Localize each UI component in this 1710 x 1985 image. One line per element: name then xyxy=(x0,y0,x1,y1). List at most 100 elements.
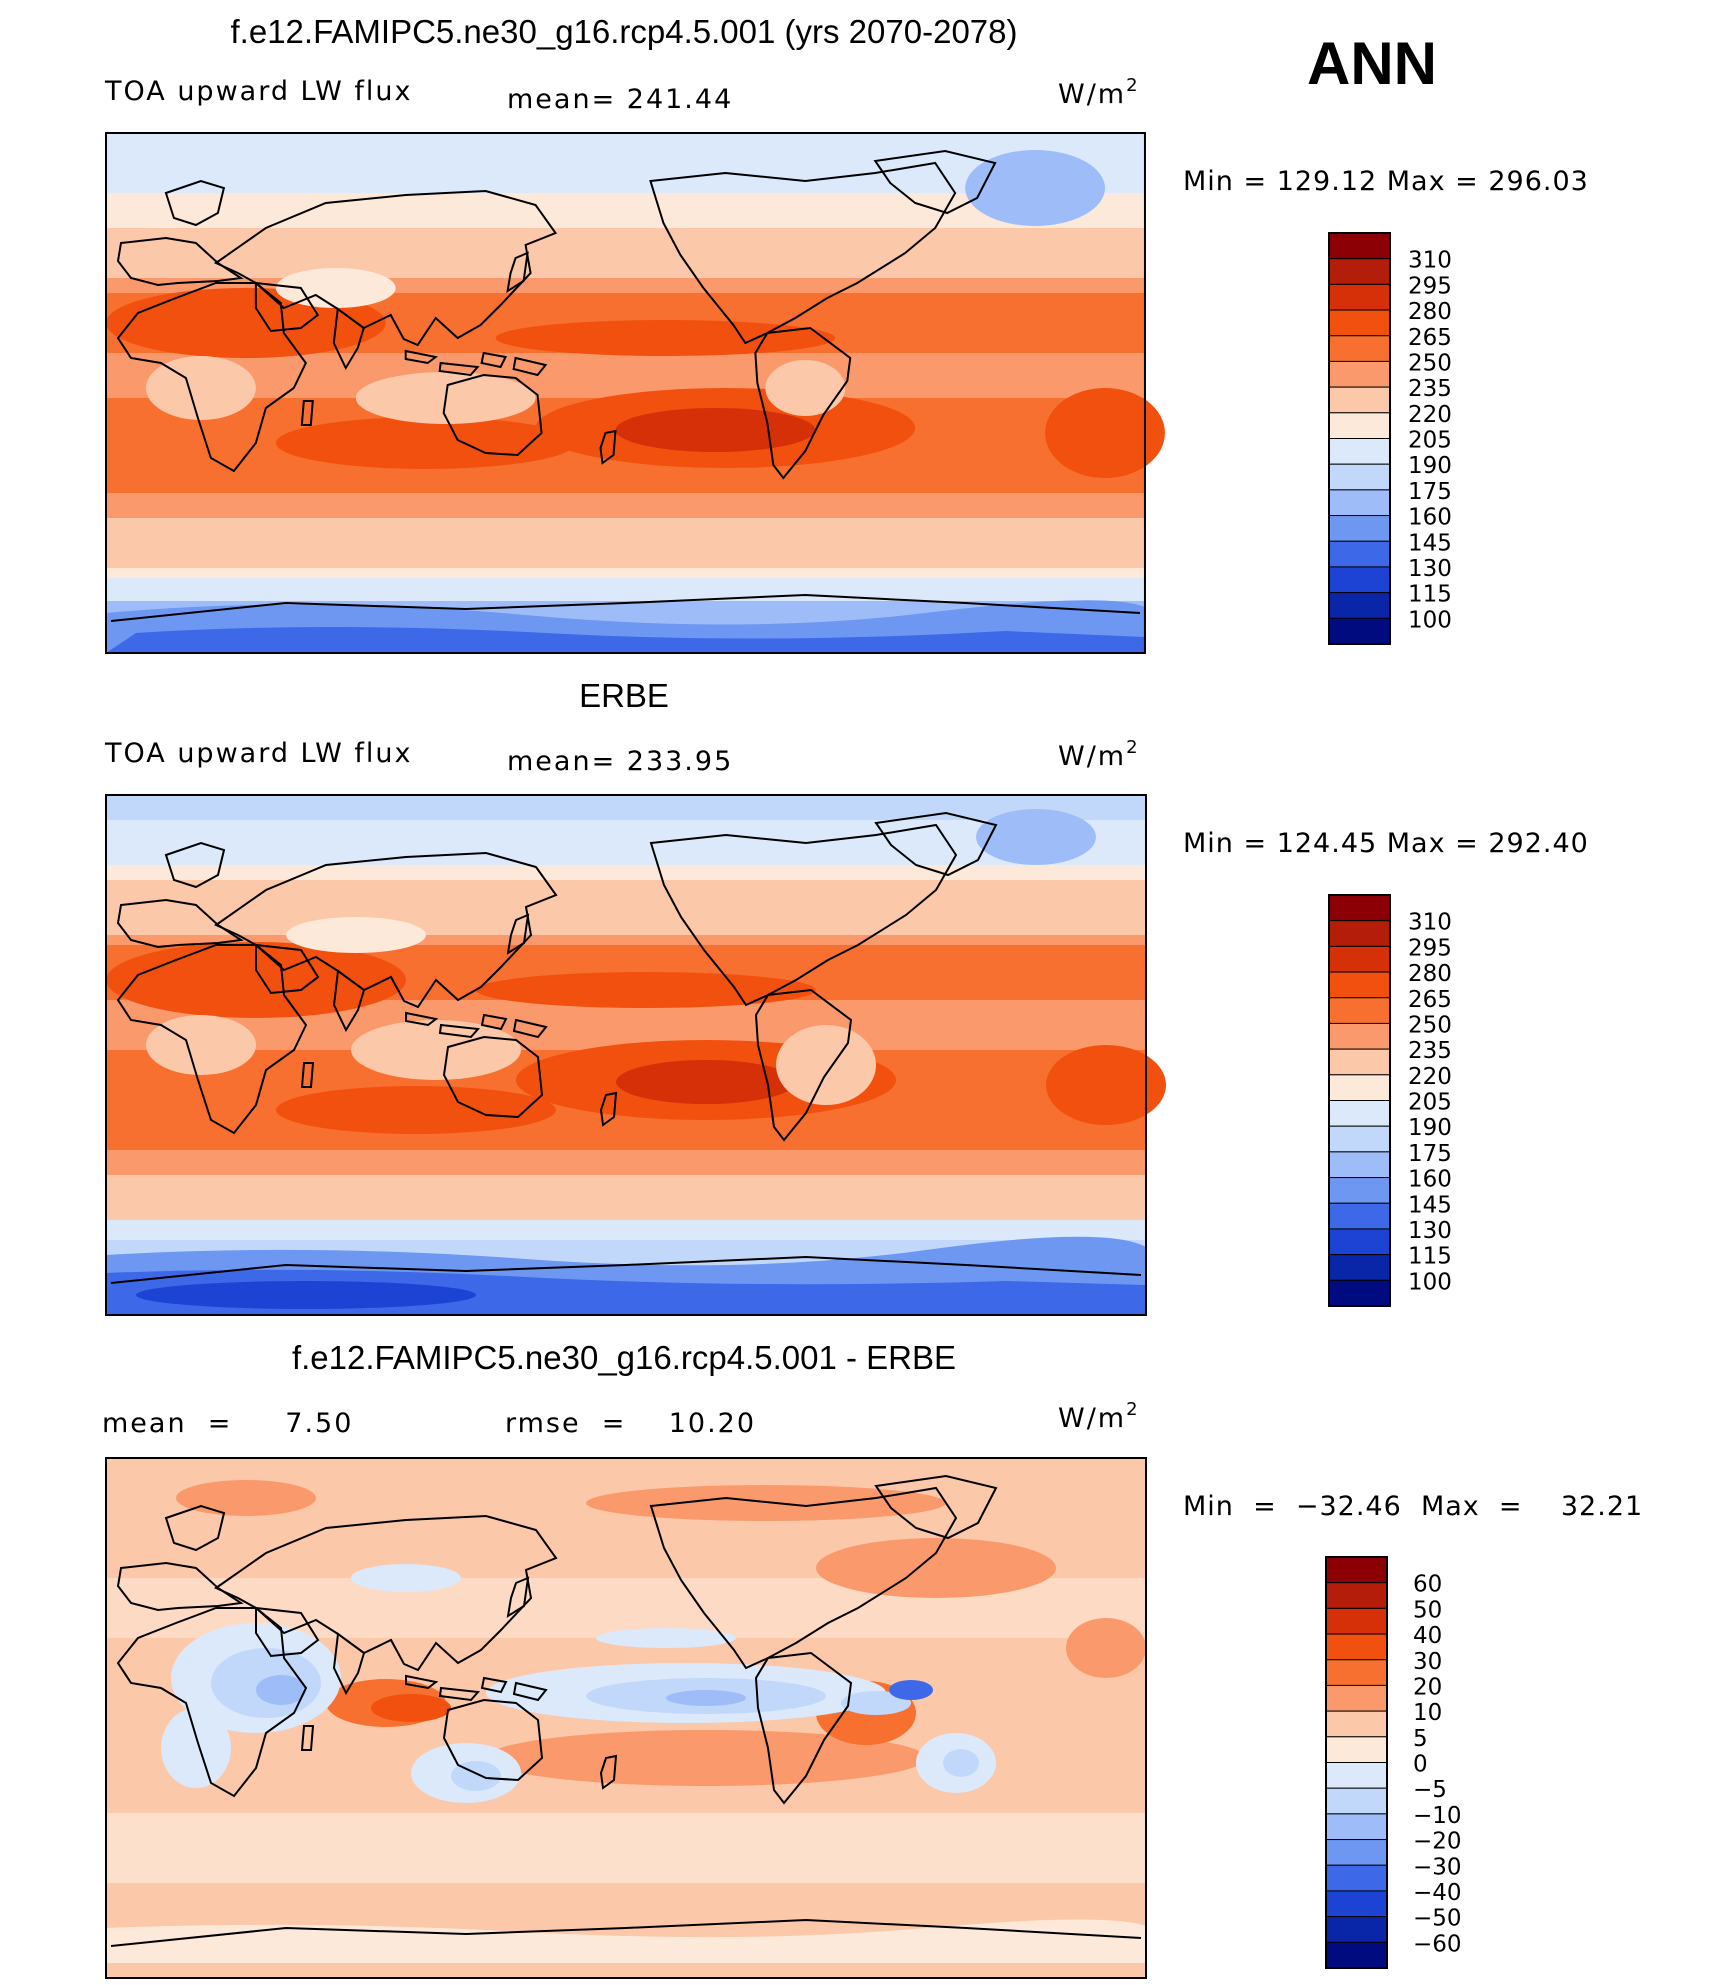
colorbar-swatch xyxy=(1328,1254,1391,1281)
panel-3-center-label: rmse = 10.20 xyxy=(505,1408,756,1439)
panel-3-minmax: Min = −32.46 Max = 32.21 xyxy=(1183,1491,1643,1522)
colorbar-tick-label: 310 xyxy=(1408,910,1452,936)
colorbar-tick-label: 295 xyxy=(1408,273,1452,299)
colorbar-swatch xyxy=(1328,412,1391,439)
colorbar-swatch xyxy=(1328,438,1391,465)
colorbar-tick-label: 100 xyxy=(1408,607,1452,633)
colorbar-tick-label: 190 xyxy=(1408,1115,1452,1141)
colorbar-swatch xyxy=(1328,1228,1391,1256)
colorbar-swatch xyxy=(1328,258,1391,285)
colorbar-tick-label: 175 xyxy=(1408,1141,1452,1167)
colorbar-tick-label: 145 xyxy=(1408,1192,1452,1218)
colorbar-swatch xyxy=(1328,592,1391,619)
panel-3: f.e12.FAMIPC5.ne30_g16.rcp4.5.001 - ERBE… xyxy=(102,1339,1643,1979)
colorbar-tick-label: 235 xyxy=(1408,376,1452,402)
colorbar-tick-label: 250 xyxy=(1408,1012,1452,1038)
colorbar-swatch xyxy=(1325,1916,1388,1943)
panel-2-colorbar: 3102952802652502352202051901751601451301… xyxy=(1328,894,1452,1307)
colorbar-tick-label: 50 xyxy=(1413,1597,1442,1623)
colorbar-swatch xyxy=(1325,1684,1388,1712)
colorbar-tick-label: 0 xyxy=(1413,1752,1428,1778)
colorbar-tick-label: 20 xyxy=(1413,1674,1442,1700)
panel-1-title: f.e12.FAMIPC5.ne30_g16.rcp4.5.001 (yrs 2… xyxy=(231,13,1018,50)
colorbar-tick-label: 280 xyxy=(1408,961,1452,987)
colorbar-tick-label: 310 xyxy=(1408,248,1452,274)
colorbar-tick-label: 280 xyxy=(1408,299,1452,325)
colorbar-tick-label: 265 xyxy=(1408,325,1452,351)
colorbar-swatch xyxy=(1328,515,1391,542)
colorbar-swatch xyxy=(1328,360,1391,388)
colorbar-swatch xyxy=(1328,920,1391,947)
panel-1-minmax: Min = 129.12 Max = 296.03 xyxy=(1183,166,1589,197)
colorbar-swatch xyxy=(1328,335,1391,362)
colorbar-tick-label: 115 xyxy=(1408,582,1452,608)
colorbar-swatch xyxy=(1325,1582,1388,1609)
colorbar-tick-label: −60 xyxy=(1413,1931,1462,1957)
colorbar-tick-label: −5 xyxy=(1413,1777,1447,1803)
colorbar-tick-label: 10 xyxy=(1413,1700,1442,1726)
colorbar-swatch xyxy=(1328,1151,1391,1179)
panel-2-map xyxy=(105,794,1166,1316)
panel-1-map xyxy=(105,132,1165,654)
colorbar-frame xyxy=(1325,1556,1388,1969)
panel-2-units: W/m2 xyxy=(1058,737,1140,772)
colorbar-swatch xyxy=(1325,1890,1388,1918)
colorbar-swatch xyxy=(1328,971,1391,999)
colorbar-swatch xyxy=(1328,894,1391,922)
colorbar-swatch xyxy=(1328,232,1391,260)
panel-2-left-label: TOA upward LW flux xyxy=(104,738,413,769)
colorbar-tick-label: 130 xyxy=(1408,1218,1452,1244)
colorbar-swatch xyxy=(1328,1202,1391,1230)
colorbar-swatch xyxy=(1325,1607,1388,1635)
panel-2-center-label: mean= 233.95 xyxy=(507,746,733,777)
colorbar-swatch xyxy=(1328,617,1391,645)
panel-3-title: f.e12.FAMIPC5.ne30_g16.rcp4.5.001 - ERBE xyxy=(292,1339,956,1376)
panel-2-minmax: Min = 124.45 Max = 292.40 xyxy=(1183,828,1589,859)
colorbar-swatch xyxy=(1328,1048,1391,1076)
colorbar-tick-label: 30 xyxy=(1413,1649,1442,1675)
colorbar-swatch xyxy=(1325,1839,1388,1866)
colorbar-tick-label: 60 xyxy=(1413,1572,1442,1598)
colorbar-tick-label: 220 xyxy=(1408,1064,1452,1090)
panel-1-units: W/m2 xyxy=(1058,75,1140,110)
colorbar-tick-label: 295 xyxy=(1408,935,1452,961)
colorbar-tick-label: −40 xyxy=(1413,1880,1462,1906)
colorbar-swatch xyxy=(1328,309,1391,337)
colorbar-tick-label: 265 xyxy=(1408,987,1452,1013)
colorbar-tick-label: 250 xyxy=(1408,350,1452,376)
colorbar-tick-label: −10 xyxy=(1413,1803,1462,1829)
colorbar-tick-label: 160 xyxy=(1408,1167,1452,1193)
colorbar-swatch xyxy=(1325,1762,1388,1789)
colorbar-swatch xyxy=(1325,1710,1388,1738)
colorbar-swatch xyxy=(1328,1022,1391,1050)
colorbar-tick-label: 40 xyxy=(1413,1623,1442,1649)
colorbar-tick-label: 100 xyxy=(1408,1269,1452,1295)
colorbar-tick-label: 5 xyxy=(1413,1726,1428,1752)
colorbar-swatch xyxy=(1325,1941,1388,1969)
colorbar-tick-label: 115 xyxy=(1408,1244,1452,1270)
colorbar-tick-label: −50 xyxy=(1413,1906,1462,1932)
colorbar-tick-label: 190 xyxy=(1408,453,1452,479)
colorbar-swatch xyxy=(1325,1787,1388,1815)
panel-1: f.e12.FAMIPC5.ne30_g16.rcp4.5.001 (yrs 2… xyxy=(104,13,1589,654)
colorbar-frame xyxy=(1328,232,1391,645)
colorbar-tick-label: 130 xyxy=(1408,556,1452,582)
panel-1-left-label: TOA upward LW flux xyxy=(104,76,413,107)
colorbar-swatch xyxy=(1328,1100,1391,1127)
panel-3-left-label: mean = 7.50 xyxy=(102,1408,353,1439)
colorbar-tick-label: 160 xyxy=(1408,505,1452,531)
colorbar-swatch xyxy=(1325,1813,1388,1841)
colorbar-swatch xyxy=(1328,1279,1391,1307)
colorbar-swatch xyxy=(1328,1177,1391,1204)
colorbar-swatch xyxy=(1325,1556,1388,1584)
colorbar-swatch xyxy=(1328,1074,1391,1101)
colorbar-tick-label: 175 xyxy=(1408,479,1452,505)
panel-2-title: ERBE xyxy=(579,677,669,714)
panel-1-center-label: mean= 241.44 xyxy=(507,84,733,115)
colorbar-frame xyxy=(1328,894,1391,1307)
panel-2: ERBE TOA upward LW flux mean= 233.95 W/m… xyxy=(104,677,1589,1316)
colorbar-tick-label: −20 xyxy=(1413,1829,1462,1855)
panel-1-colorbar: 3102952802652502352202051901751601451301… xyxy=(1328,232,1452,645)
colorbar-swatch xyxy=(1328,386,1391,414)
